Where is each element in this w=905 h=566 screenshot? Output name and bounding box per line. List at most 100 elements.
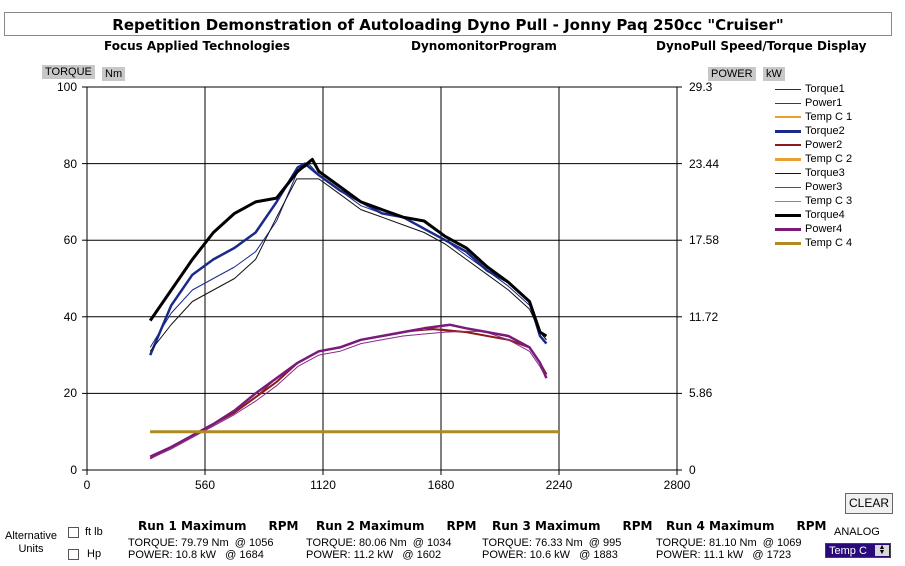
run1-power: POWER: 10.8 kW @ 1684 [128,549,264,561]
legend-item: Temp C 2 [775,152,852,166]
legend-item: Temp C 1 [775,110,852,124]
run1-rpm-header: RPM [268,519,299,533]
torque-unit-tag: Nm [102,67,126,81]
x-tick-label: 1120 [310,478,336,492]
legend-label: Power3 [805,181,843,193]
legend-label: Torque3 [805,167,845,179]
series-line-torque2 [149,162,548,356]
run3-header: Run 3 Maximum [492,519,601,533]
run4-summary: Run 4 Maximum RPM TORQUE: 81.10 Nm @ 1069… [656,519,826,561]
title-box: Repetition Demonstration of Autoloading … [4,12,892,36]
legend-swatch [775,213,801,217]
legend-item: Power3 [775,180,852,194]
analog-select[interactable]: Temp C ▲ ▼ [825,543,891,558]
legend-label: Temp C 4 [805,237,853,249]
subtitle-company: Focus Applied Technologies [104,39,291,53]
legend-item: Torque3 [775,166,852,180]
series-line-torque4 [148,157,548,338]
legend-swatch [775,116,801,118]
chart-grid [82,86,682,475]
legend-swatch [775,102,801,104]
analog-label: ANALOG [834,526,880,538]
legend-item: Power2 [775,138,852,152]
run1-header: Run 1 Maximum [138,519,247,533]
run3-torque: TORQUE: 76.33 Nm @ 995 [482,537,622,549]
x-tick-label: 0 [83,478,91,492]
run2-rpm-header: RPM [446,519,477,533]
legend-label: Torque1 [805,83,845,95]
chart-legend: Torque1 Power1 Temp C 1 Torque2 Power2 Temp C… [775,82,852,250]
legend-label: Torque2 [805,125,845,137]
legend-item: Torque1 [775,82,852,96]
legend-swatch [775,144,801,146]
legend-item: Power1 [775,96,852,110]
y2-tick-label: 17.58 [689,233,720,247]
run3-rpm-header: RPM [622,519,653,533]
y-tick-label: 0 [70,463,77,477]
ftlb-label: ft lb [85,526,103,538]
legend-item: Power4 [775,222,852,236]
y-tick-label: 100 [56,80,77,94]
subtitle-display: DynoPull Speed/Torque Display [656,39,867,53]
y2-tick-label: 5.86 [689,386,713,400]
y-tick-label: 40 [63,310,77,324]
legend-item: Temp C 3 [775,194,852,208]
run1-torque: TORQUE: 79.79 Nm @ 1056 [128,537,274,549]
alternative-units-label: Alternative Units [5,530,57,555]
legend-swatch [775,186,801,188]
power-axis-tag: POWER [708,67,756,81]
hp-label: Hp [87,548,102,560]
y2-tick-label: 29.3 [689,80,713,94]
y2-tick-label: 11.72 [689,310,719,324]
legend-label: Temp C 2 [805,153,853,165]
x-tick-label: 2240 [545,478,573,492]
run4-torque: TORQUE: 81.10 Nm @ 1069 [656,537,802,549]
y-tick-label: 20 [63,386,77,400]
legend-label: Power4 [805,223,843,235]
legend-swatch [775,88,801,90]
series-line-power2 [149,327,548,460]
run1-summary: Run 1 Maximum RPM TORQUE: 79.79 Nm @ 1056… [128,519,298,561]
legend-swatch [775,129,801,133]
y2-tick-label: 23.44 [689,157,720,171]
legend-swatch [775,157,801,161]
x-tick-label: 2800 [663,478,691,492]
legend-item: Temp C 4 [775,236,852,250]
x-tick-label: 560 [194,478,216,492]
spinner-arrows-icon[interactable]: ▲ ▼ [875,544,889,556]
subtitle-program: DynomonitorProgram [411,39,557,53]
legend-label: Power1 [805,97,843,109]
series-line-power4 [149,323,548,458]
legend-swatch [775,200,801,202]
analog-selected-value: Temp C [829,545,867,557]
run3-power: POWER: 10.6 kW @ 1883 [482,549,618,561]
legend-label: Temp C 3 [805,195,853,207]
run2-power: POWER: 11.2 kW @ 1602 [306,549,442,561]
clear-button[interactable]: CLEAR [845,493,893,514]
series-line-power1 [149,328,547,459]
legend-swatch [775,241,801,245]
y-tick-label: 60 [63,233,77,247]
run3-summary: Run 3 Maximum RPM TORQUE: 76.33 Nm @ 995 … [482,519,652,561]
run2-torque: TORQUE: 80.06 Nm @ 1034 [306,537,452,549]
legend-label: Power2 [805,139,843,151]
series-line-torque3 [149,178,547,352]
run4-power: POWER: 11.1 kW @ 1723 [656,549,792,561]
run4-header: Run 4 Maximum [666,519,775,533]
series-line-torque1 [149,163,547,348]
legend-item: Torque4 [775,208,852,222]
run2-header: Run 2 Maximum [316,519,425,533]
series-line-power3 [149,330,547,459]
torque-axis-tag: TORQUE [42,65,95,79]
legend-swatch [775,172,801,174]
chart-title: Repetition Demonstration of Autoloading … [112,16,784,34]
y-tick-label: 80 [63,157,77,171]
run4-rpm-header: RPM [796,519,827,533]
ftlb-checkbox[interactable] [68,527,79,538]
legend-label: Torque4 [805,209,845,221]
y2-tick-label: 0 [689,463,696,477]
legend-swatch [775,227,801,231]
hp-checkbox[interactable] [68,549,79,560]
legend-item: Torque2 [775,124,852,138]
power-unit-tag: kW [763,67,785,81]
